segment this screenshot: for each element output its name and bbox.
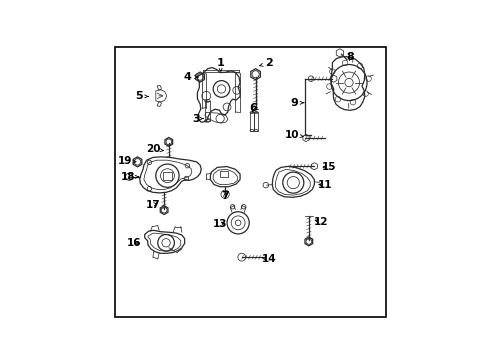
Text: 14: 14: [261, 254, 275, 264]
Bar: [254, 112, 258, 131]
Text: 1: 1: [216, 58, 224, 71]
Text: 2: 2: [259, 58, 272, 68]
Text: 7: 7: [221, 191, 228, 201]
Text: 5: 5: [135, 91, 148, 102]
Text: 9: 9: [290, 98, 303, 108]
Text: 13: 13: [212, 219, 226, 229]
Text: 20: 20: [145, 144, 163, 154]
Text: 18: 18: [121, 172, 138, 182]
Text: 8: 8: [346, 52, 353, 62]
Text: 10: 10: [285, 130, 303, 140]
Text: 17: 17: [145, 199, 160, 210]
Text: 16: 16: [126, 238, 141, 248]
Bar: [249, 112, 253, 131]
Text: 3: 3: [192, 114, 203, 123]
Text: 11: 11: [317, 180, 331, 190]
Text: 19: 19: [118, 156, 136, 166]
Text: 12: 12: [313, 217, 328, 227]
Text: 6: 6: [248, 103, 256, 113]
Text: 4: 4: [183, 72, 197, 82]
Bar: [204, 101, 210, 121]
Text: 15: 15: [321, 162, 335, 172]
